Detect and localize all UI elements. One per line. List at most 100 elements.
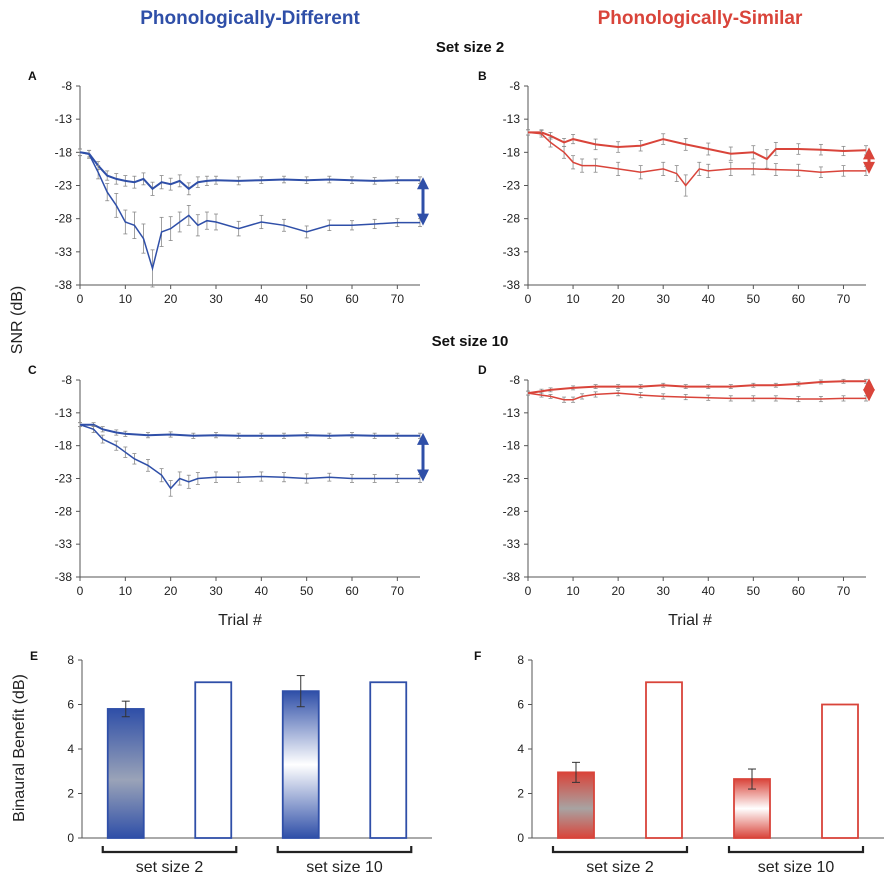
panel-b: B -8 -13 -18 -23 -28 -33 -38 0 10 20 30 40 50 60 70 <box>478 69 875 306</box>
y-tick-label: 6 <box>67 698 74 712</box>
benefit-arrow <box>417 177 429 226</box>
arrow-head-up <box>417 432 429 445</box>
y-tick-label: -38 <box>503 278 521 292</box>
y-axis-title-benefit: Binaural Benefit (dB) <box>11 674 28 822</box>
y-tick-label: -13 <box>55 112 73 126</box>
arrow-head-up <box>863 378 875 391</box>
x-tick-label: 10 <box>566 584 580 598</box>
x-tick-label: 10 <box>119 292 133 306</box>
benefit-arrow <box>863 147 875 174</box>
benefit-arrow <box>863 378 875 402</box>
series-line <box>79 423 420 490</box>
series-line <box>79 151 420 272</box>
x-tick-label: 0 <box>525 584 532 598</box>
y-tick-label: -28 <box>55 212 73 226</box>
bar <box>557 771 595 839</box>
y-tick-label: 4 <box>517 742 524 756</box>
x-tick-label: 30 <box>209 292 223 306</box>
x-tick-label: 50 <box>747 584 761 598</box>
y-tick-label: 6 <box>517 698 524 712</box>
series-2 <box>78 148 422 288</box>
x-tick-label: 60 <box>345 292 359 306</box>
x-tick-label: 50 <box>300 584 314 598</box>
y-tick-label: -38 <box>55 570 73 584</box>
x-tick-label: 20 <box>611 584 625 598</box>
x-tick-label: 0 <box>77 584 84 598</box>
y-tick-label: 2 <box>517 787 524 801</box>
group-bracket-1: set size 2 <box>101 846 238 876</box>
series-1 <box>526 129 868 169</box>
panels-group: A-8-13-18-23-28-33-380 10 20 30 40 50 60 70B-8-… <box>28 69 884 876</box>
y-tick-label: -38 <box>503 570 521 584</box>
y-tick-label: -28 <box>503 504 521 518</box>
panel-letter-e: E <box>30 649 38 663</box>
y-tick-label: -23 <box>503 179 521 193</box>
y-tick-label: 0 <box>517 831 524 845</box>
panel-letter-c: C <box>28 363 37 377</box>
bracket-label: set size 10 <box>306 859 383 876</box>
y-tick-label: -33 <box>503 245 521 259</box>
x-tick-label: 20 <box>611 292 625 306</box>
x-tick-label: 40 <box>702 584 716 598</box>
x-tick-label: 30 <box>657 584 671 598</box>
y-tick-label: -13 <box>55 406 73 420</box>
y-tick-label: -18 <box>503 439 521 453</box>
y-tick-label: -13 <box>503 112 521 126</box>
panel-letter-d: D <box>478 363 487 377</box>
series-line <box>80 423 420 437</box>
y-tick-label: -18 <box>55 439 73 453</box>
y-tick-label: -18 <box>55 145 73 159</box>
benefit-arrow <box>417 432 429 482</box>
y-tick-label: -33 <box>503 537 521 551</box>
x-tick-label: 20 <box>164 292 178 306</box>
y-tick-label: -8 <box>61 373 72 387</box>
bar <box>281 690 320 839</box>
group-bracket-2: set size 10 <box>276 846 413 876</box>
x-axis-title-right: Trial # <box>668 612 712 629</box>
y-tick-label: -38 <box>55 278 73 292</box>
y-tick-label: -8 <box>509 373 520 387</box>
row-title-set10: Set size 10 <box>432 333 509 350</box>
bracket-label: set size 2 <box>586 859 654 876</box>
y-tick-label: 4 <box>67 742 74 756</box>
y-tick-label: -8 <box>509 79 520 93</box>
panel-e: E 0 2 4 6 8 set size 2 set size 10 <box>30 649 432 876</box>
arrow-head-down <box>863 161 875 174</box>
y-tick-label: -23 <box>503 472 521 486</box>
series-2 <box>526 129 868 197</box>
y-tick-label: -13 <box>503 406 521 420</box>
x-tick-label: 60 <box>792 584 806 598</box>
x-tick-label: 50 <box>747 292 761 306</box>
bracket-label: set size 2 <box>136 859 204 876</box>
bar <box>645 681 683 839</box>
series-line <box>528 131 867 161</box>
y-tick-label: -8 <box>61 79 72 93</box>
panel-letter-b: B <box>478 69 487 83</box>
row-title-set2: Set size 2 <box>436 39 504 56</box>
bar <box>106 708 145 839</box>
y-tick-label: 8 <box>517 653 524 667</box>
x-tick-label: 70 <box>391 292 405 306</box>
panel-letter-f: F <box>474 649 481 663</box>
x-tick-label: 40 <box>255 292 269 306</box>
arrow-head-down <box>417 469 429 482</box>
x-tick-label: 50 <box>300 292 314 306</box>
x-tick-label: 10 <box>119 584 133 598</box>
series-2 <box>78 422 422 497</box>
y-tick-label: 8 <box>67 653 74 667</box>
bracket-line <box>551 846 689 854</box>
bar <box>194 681 233 839</box>
series-1 <box>78 148 422 196</box>
y-tick-label: -18 <box>503 145 521 159</box>
series-1 <box>526 378 868 396</box>
y-tick-label: -28 <box>55 504 73 518</box>
series-line <box>79 151 420 191</box>
x-tick-label: 70 <box>391 584 405 598</box>
panel-letter-a: A <box>28 69 37 83</box>
series-line <box>527 392 866 401</box>
x-axis-title-left: Trial # <box>218 612 262 629</box>
panel-a: A -8 -13 -18 -23 -28 -33 -38 0 10 20 30 40 50 60 70 <box>28 69 429 306</box>
series-line <box>527 131 866 187</box>
x-tick-label: 40 <box>702 292 716 306</box>
